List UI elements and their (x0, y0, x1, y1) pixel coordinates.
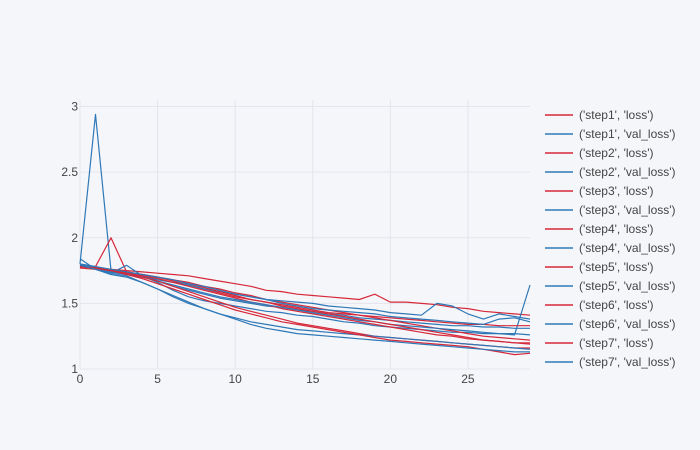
x-tick-label: 20 (384, 372, 398, 386)
legend-item[interactable]: ('step1', 'val_loss') (545, 127, 676, 141)
y-tick-label: 2.5 (61, 165, 78, 179)
x-tick-label: 15 (306, 372, 320, 386)
y-tick-label: 2 (71, 231, 78, 245)
x-tick-label: 0 (77, 372, 84, 386)
series-line-2 (79, 113, 531, 336)
legend-label: ('step2', 'val_loss') (579, 165, 676, 179)
legend-label: ('step4', 'val_loss') (579, 241, 676, 255)
series-line-10 (79, 263, 531, 325)
grid-layer (79, 100, 530, 370)
legend-label: ('step3', 'loss') (579, 184, 654, 198)
legend-label: ('step7', 'loss') (579, 336, 654, 350)
series-line-7 (79, 267, 530, 344)
x-tick-label: 25 (461, 372, 475, 386)
axis-layer: 0 5 10 15 20 25 1 1.5 2 2.5 3 (61, 100, 475, 386)
legend-label: ('step5', 'loss') (579, 260, 654, 274)
legend-item[interactable]: ('step2', 'val_loss') (545, 165, 676, 179)
legend-label: ('step6', 'val_loss') (579, 317, 676, 331)
legend-item[interactable]: ('step5', 'val_loss') (545, 279, 676, 293)
y-tick-label: 3 (71, 100, 78, 114)
legend-label: ('step4', 'loss') (579, 222, 654, 236)
legend-label: ('step7', 'val_loss') (579, 355, 676, 369)
x-tick-label: 5 (154, 372, 161, 386)
legend-label: ('step5', 'val_loss') (579, 279, 676, 293)
legend-item[interactable]: ('step4', 'val_loss') (545, 241, 676, 255)
legend-item[interactable]: ('step2', 'loss') (545, 146, 654, 160)
legend-item[interactable]: ('step4', 'loss') (545, 222, 654, 236)
legend-label: ('step1', 'val_loss') (579, 127, 676, 141)
legend: ('step1', 'loss') ('step1', 'val_loss') ('… (545, 108, 676, 369)
legend-item[interactable]: ('step7', 'loss') (545, 336, 654, 350)
legend-label: ('step3', 'val_loss') (579, 203, 676, 217)
series-line-14 (79, 264, 530, 353)
legend-label: ('step6', 'loss') (579, 298, 654, 312)
series-layer (79, 113, 531, 356)
y-tick-label: 1 (71, 362, 78, 376)
y-tick-label: 1.5 (61, 296, 78, 310)
legend-item[interactable]: ('step7', 'val_loss') (545, 355, 676, 369)
legend-item[interactable]: ('step3', 'val_loss') (545, 203, 676, 217)
legend-label: ('step1', 'loss') (579, 108, 654, 122)
series-line-13 (79, 266, 531, 356)
legend-item[interactable]: ('step6', 'val_loss') (545, 317, 676, 331)
series-line-6 (79, 263, 531, 320)
legend-item[interactable]: ('step5', 'loss') (545, 260, 654, 274)
legend-label: ('step2', 'loss') (579, 146, 654, 160)
legend-item[interactable]: ('step6', 'loss') (545, 298, 654, 312)
x-tick-label: 10 (228, 372, 242, 386)
legend-item[interactable]: ('step1', 'loss') (545, 108, 654, 122)
legend-item[interactable]: ('step3', 'loss') (545, 184, 654, 198)
